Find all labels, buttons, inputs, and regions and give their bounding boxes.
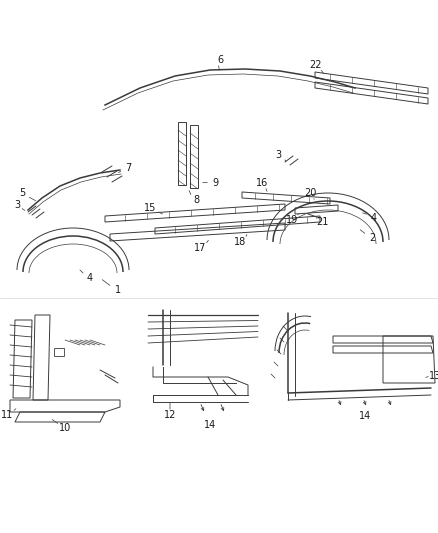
Text: 20: 20 bbox=[304, 188, 316, 198]
Text: 11: 11 bbox=[1, 410, 13, 420]
Text: 4: 4 bbox=[371, 213, 377, 223]
Text: 3: 3 bbox=[275, 150, 281, 160]
Text: 14: 14 bbox=[359, 411, 371, 421]
Text: 9: 9 bbox=[212, 178, 218, 188]
Text: 13: 13 bbox=[429, 371, 438, 381]
Text: 10: 10 bbox=[59, 423, 71, 433]
Text: 1: 1 bbox=[115, 285, 121, 295]
Text: 12: 12 bbox=[164, 410, 176, 420]
Text: 15: 15 bbox=[144, 203, 156, 213]
Text: 2: 2 bbox=[369, 233, 375, 243]
Text: 3: 3 bbox=[14, 200, 20, 210]
Text: 21: 21 bbox=[316, 217, 328, 227]
Text: 18: 18 bbox=[234, 237, 246, 247]
Text: 14: 14 bbox=[204, 420, 216, 430]
Text: 7: 7 bbox=[125, 163, 131, 173]
Text: 6: 6 bbox=[217, 55, 223, 65]
Text: 4: 4 bbox=[87, 273, 93, 283]
Text: 5: 5 bbox=[19, 188, 25, 198]
Text: 8: 8 bbox=[193, 195, 199, 205]
Text: 16: 16 bbox=[256, 178, 268, 188]
Text: 17: 17 bbox=[194, 243, 206, 253]
Text: 19: 19 bbox=[286, 215, 298, 225]
Text: 22: 22 bbox=[310, 60, 322, 70]
